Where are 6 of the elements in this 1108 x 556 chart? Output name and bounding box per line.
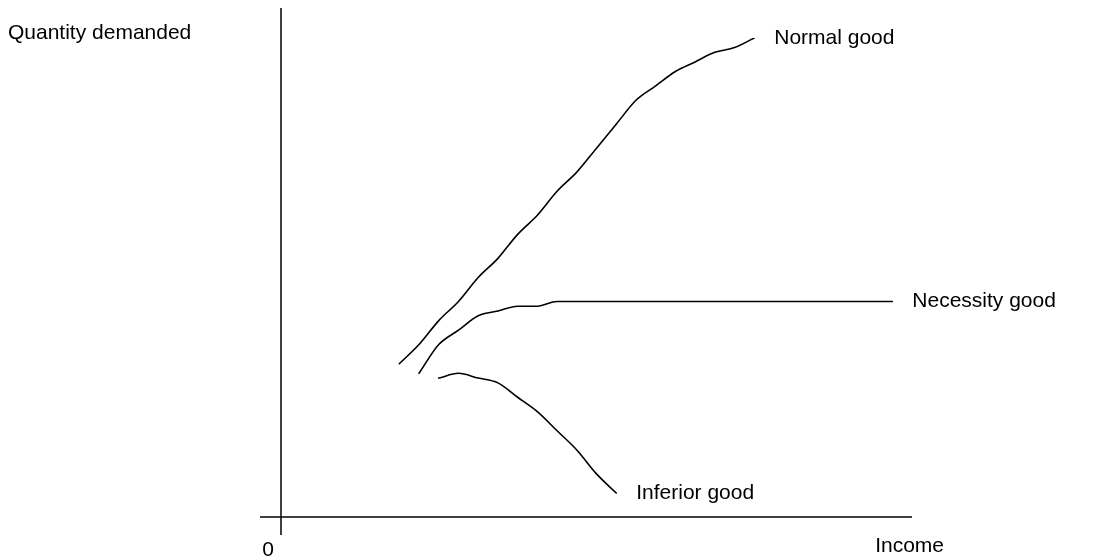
series-label: Inferior good	[636, 479, 755, 503]
series-label: Necessity good	[912, 288, 1056, 312]
series-label: Normal good	[774, 24, 895, 48]
x-axis-title: Income	[875, 532, 944, 556]
text: 0	[262, 536, 274, 556]
y-axis-title: Quantity demanded	[8, 19, 192, 43]
